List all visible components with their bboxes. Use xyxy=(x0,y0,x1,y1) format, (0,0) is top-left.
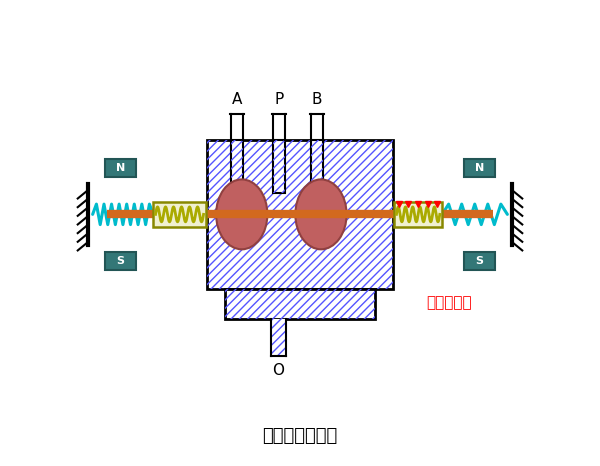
Text: B: B xyxy=(312,92,322,107)
Text: 右线圈通电: 右线圈通电 xyxy=(427,295,472,310)
Bar xyxy=(231,140,243,193)
Text: S: S xyxy=(116,256,125,266)
Bar xyxy=(231,140,243,193)
Bar xyxy=(311,140,323,193)
Text: N: N xyxy=(475,163,484,173)
Bar xyxy=(311,140,323,193)
Bar xyxy=(106,252,136,270)
Bar xyxy=(226,289,374,319)
Text: S: S xyxy=(475,256,484,266)
Bar xyxy=(464,252,494,270)
Text: A: A xyxy=(232,92,242,107)
Bar xyxy=(394,201,442,227)
Bar xyxy=(153,201,206,227)
Ellipse shape xyxy=(216,179,268,249)
Bar xyxy=(207,140,393,289)
Bar xyxy=(207,140,393,289)
Bar xyxy=(273,140,285,193)
Bar xyxy=(271,319,286,356)
Bar xyxy=(226,289,374,319)
Bar xyxy=(273,140,285,193)
Bar xyxy=(464,159,494,177)
Text: N: N xyxy=(116,163,125,173)
Ellipse shape xyxy=(295,179,347,249)
Text: 三位四通电磁阀: 三位四通电磁阀 xyxy=(262,427,338,445)
Bar xyxy=(106,159,136,177)
Text: O: O xyxy=(272,363,284,378)
Text: P: P xyxy=(274,92,284,107)
Bar xyxy=(271,319,286,356)
